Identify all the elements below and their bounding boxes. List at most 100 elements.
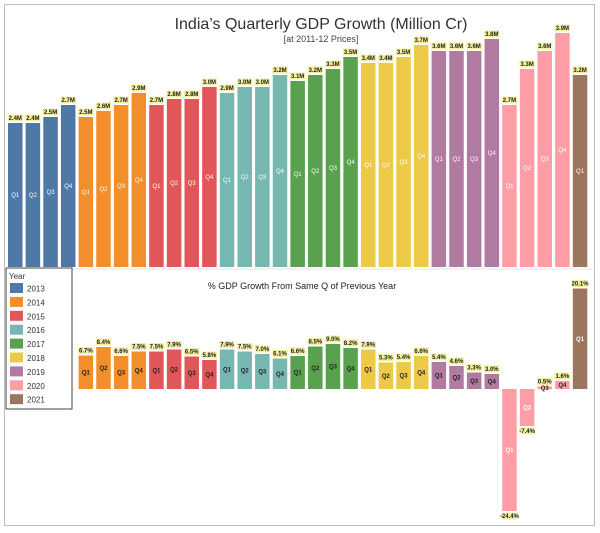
legend: Year 2013 2014 2015 2016 2017 2018 2019 2020 202…: [5, 267, 73, 410]
growth-bar: [219, 349, 235, 389]
growth-value-label-bg: [95, 338, 112, 346]
gdp-value-label-bg: [378, 54, 394, 62]
gdp-quarter-label: Q4: [276, 169, 285, 175]
gdp-bar: [113, 105, 129, 267]
gdp-quarter-label: Q1: [294, 172, 303, 178]
gdp-bar: [413, 45, 429, 267]
gdp-quarter-label: Q2: [241, 175, 250, 181]
gdp-bar: [343, 57, 358, 267]
growth-value-label-bg: [466, 364, 482, 371]
gdp-value-label-bg: [537, 42, 553, 50]
gdp-quarter-label: Q4: [488, 151, 497, 157]
gdp-value-label-bg: [431, 42, 447, 50]
gdp-value-label: 2.7M: [62, 98, 75, 104]
gdp-value-label-bg: [201, 78, 218, 86]
growth-value-label-bg: [289, 347, 306, 355]
legend-item-label: 2017: [27, 340, 45, 349]
growth-quarter-label: Q1: [223, 367, 232, 373]
gdp-value-label-bg: [219, 84, 235, 92]
growth-value-label-bg: [501, 512, 518, 520]
gdp-value-label: 3.3M: [326, 62, 339, 68]
growth-quarter-label: Q3: [400, 374, 409, 380]
gdp-quarter-label: Q3: [188, 181, 197, 187]
gdp-value-label-bg: [95, 102, 112, 110]
growth-bar: [466, 372, 482, 389]
growth-value-label: 7.0%: [256, 347, 270, 353]
gdp-value-label: 3.5M: [344, 50, 357, 56]
legend-swatch: [10, 324, 23, 335]
gdp-quarter-label: Q3: [400, 160, 409, 166]
growth-quarter-label: Q2: [452, 376, 461, 382]
gdp-value-label: 3.9M: [556, 26, 569, 32]
growth-bar: [449, 366, 464, 389]
growth-value-label-bg: [201, 351, 218, 359]
gdp-value-label-bg: [307, 66, 324, 74]
growth-value-label-bg: [131, 343, 147, 350]
gdp-value-label: 2.7M: [114, 98, 127, 104]
gdp-chart: India’s Quarterly GDP Growth (Million Cr…: [5, 16, 596, 520]
growth-bar: [131, 351, 147, 389]
gdp-quarter-label: Q3: [329, 166, 338, 172]
gdp-value-label-bg: [342, 48, 359, 56]
growth-quarter-label: Q2: [99, 366, 108, 372]
gdp-bar: [78, 117, 94, 267]
gdp-value-label: 2.9M: [220, 86, 233, 92]
gdp-quarter-label: Q1: [82, 190, 91, 196]
legend-swatch: [10, 283, 23, 293]
growth-quarter-label: Q3: [329, 365, 338, 371]
gdp-quarter-label: Q4: [347, 160, 356, 166]
gdp-value-label: 3.2M: [273, 68, 286, 74]
gdp-quarter-label: Q1: [223, 178, 232, 184]
growth-value-label-bg: [413, 347, 429, 355]
gdp-value-label-bg: [501, 96, 518, 104]
gdp-bar: [8, 123, 23, 267]
gdp-bar: [272, 75, 288, 267]
growth-quarter-label: Q4: [417, 371, 426, 377]
growth-bar: [166, 349, 182, 389]
gdp-value-label-bg: [272, 66, 288, 74]
growth-value-label: 6.6%: [114, 349, 128, 355]
growth-value-label: 9.0%: [326, 337, 340, 343]
gdp-value-label: 3.7M: [415, 38, 428, 44]
growth-value-label-bg: [166, 341, 182, 348]
gdp-bar: [502, 105, 517, 267]
gdp-quarter-label: Q3: [470, 157, 479, 163]
gdp-value-label: 3.0M: [256, 80, 269, 86]
growth-bar: [378, 362, 394, 389]
growth-quarter-label: Q1: [364, 367, 373, 373]
growth-value-label-bg: [378, 354, 394, 361]
gdp-value-label: 2.7M: [503, 98, 516, 104]
legend-item-label: 2021: [27, 396, 45, 405]
growth-value-label-bg: [219, 341, 235, 348]
growth-quarter-label: Q4: [135, 368, 144, 374]
gdp-value-label: 3.5M: [397, 50, 410, 56]
growth-value-label: 7.9%: [361, 343, 375, 349]
growth-value-label: 6.5%: [185, 350, 199, 356]
gdp-quarter-label: Q4: [205, 175, 214, 181]
growth-bar: [484, 374, 500, 389]
gdp-bar: [184, 99, 199, 267]
gdp-value-label: 3.3M: [520, 62, 533, 68]
growth-value-label-bg: [236, 343, 253, 350]
growth-chart-title: % GDP Growth From Same Q of Previous Yea…: [208, 281, 396, 291]
gdp-value-label: 3.6M: [538, 44, 551, 50]
gdp-quarter-label: Q2: [523, 166, 532, 172]
growth-bar: [290, 356, 305, 389]
growth-value-label: 3.0%: [485, 367, 499, 373]
gdp-value-label-bg: [395, 48, 412, 56]
gdp-bar: [555, 33, 570, 267]
growth-value-label: -7.4%: [519, 429, 535, 435]
gdp-value-label: 3.2M: [309, 68, 322, 74]
gdp-value-label: 2.9M: [132, 86, 145, 92]
growth-value-label-bg: [395, 353, 412, 361]
gdp-quarter-label: Q1: [576, 169, 585, 175]
growth-quarter-label: Q3: [470, 379, 479, 385]
gdp-value-label: 2.5M: [44, 110, 57, 116]
growth-value-label-bg: [519, 427, 535, 435]
growth-bar: [361, 349, 376, 389]
growth-bar: [343, 348, 358, 389]
growth-quarter-label: Q2: [382, 374, 391, 380]
legend-swatch: [10, 394, 23, 405]
legend-swatch: [10, 366, 23, 377]
growth-quarter-label: Q4: [558, 383, 567, 389]
